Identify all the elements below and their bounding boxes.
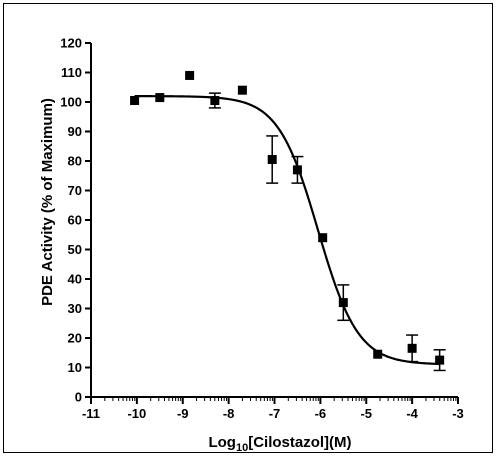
data-point — [210, 96, 220, 106]
y-tick-label: 20 — [68, 331, 82, 346]
chart-frame: 0 10 20 30 40 50 60 70 80 90 100 110 120 -11 -10 -9 -8 -7… — [3, 3, 493, 455]
y-axis-title: PDE Activity (% of Maximum) — [39, 98, 56, 306]
data-point — [373, 349, 383, 359]
y-tick-label: 10 — [68, 360, 82, 375]
y-tick-label: 50 — [68, 242, 82, 257]
y-tick-label: 120 — [60, 36, 82, 51]
x-axis-title: Log10[Cilostazol](M) — [208, 434, 351, 454]
x-tick-label: -7 — [269, 406, 281, 421]
y-tick-label: 70 — [68, 183, 82, 198]
x-tick-label: -10 — [127, 406, 146, 421]
y-tick-label: 80 — [68, 154, 82, 169]
y-tick-label: 0 — [75, 390, 82, 405]
data-point — [155, 93, 165, 103]
y-tick-label: 100 — [60, 95, 82, 110]
y-tick-label: 30 — [68, 301, 82, 316]
data-point — [407, 343, 417, 353]
points-layer — [130, 70, 446, 372]
data-point — [318, 233, 328, 243]
x-tick-label: -3 — [452, 406, 464, 421]
data-point — [237, 85, 247, 95]
x-tick-label: -5 — [360, 406, 372, 421]
data-point — [338, 298, 348, 308]
data-point — [185, 70, 195, 80]
x-tick-label: -9 — [177, 406, 189, 421]
y-tick-label: 40 — [68, 272, 82, 287]
x-tick-label: -11 — [82, 406, 100, 421]
x-tick-label: -6 — [315, 406, 327, 421]
fit-layer — [134, 95, 440, 366]
y-tick-label: 60 — [68, 213, 82, 228]
y-tick-label: 90 — [68, 124, 82, 139]
x-tick-label: -8 — [223, 406, 235, 421]
fit-curve — [134, 95, 440, 366]
data-point — [435, 355, 445, 365]
data-point — [267, 155, 277, 165]
chart-svg: 0 10 20 30 40 50 60 70 80 90 100 110 120 -11 -10 -9 -8 -7… — [39, 36, 464, 455]
data-point — [130, 96, 140, 106]
y-tick-label: 110 — [61, 65, 82, 80]
data-point — [292, 165, 302, 175]
x-tick-label: -4 — [406, 406, 418, 421]
axes: 0 10 20 30 40 50 60 70 80 90 100 110 120 -11 -10 -9 -8 -7… — [60, 36, 463, 422]
